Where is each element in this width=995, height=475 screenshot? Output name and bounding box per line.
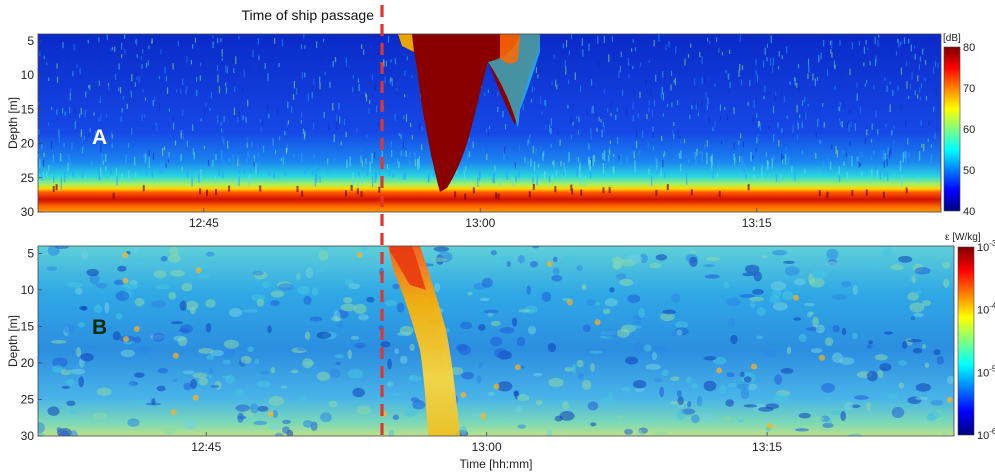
y-tick-label: 20	[21, 356, 35, 370]
x-axis-label: Time [hh:mm]	[460, 457, 533, 471]
panel-a-label: A	[92, 126, 107, 149]
y-tick-label: 25	[21, 392, 35, 406]
y-tick-label: 10	[21, 68, 35, 82]
y-tick-label: 5	[27, 246, 34, 260]
colorbar-tick-label: 60	[963, 124, 975, 136]
x-tick-label: 12:45	[191, 440, 221, 454]
colorbar-tick-exponent: -3	[989, 239, 995, 248]
panel-b-label: B	[92, 316, 107, 339]
y-tick-label: 30	[21, 205, 35, 219]
colorbar-tick-label: 10-3	[977, 239, 995, 254]
x-tick-label: 12:45	[189, 216, 219, 230]
panel-b-ylabel: Depth [m]	[6, 315, 20, 367]
y-tick-label: 20	[21, 137, 35, 151]
panel-a-ylabel: Depth [m]	[6, 97, 20, 149]
ship-passage-annotation: Time of ship passage	[241, 7, 374, 23]
panel-b-heatmap	[38, 246, 954, 436]
y-tick-label: 15	[21, 319, 35, 333]
y-tick-label: 10	[21, 283, 35, 297]
panel-a-colorbar	[943, 46, 961, 212]
y-tick-label: 5	[27, 34, 34, 48]
turbulent-wake	[388, 246, 460, 436]
x-tick-label: 13:00	[465, 216, 495, 230]
y-tick-label: 15	[21, 102, 35, 116]
colorbar-tick-label: 70	[963, 83, 975, 95]
colorbar-tick-label: 10-4	[977, 302, 995, 317]
panel-b-colorbar-unit: ε [W/kg]	[945, 232, 981, 243]
colorbar-tick-label: 40	[963, 206, 975, 218]
y-tick-label: 25	[21, 171, 35, 185]
colorbar-tick-exponent: -5	[989, 364, 995, 373]
panel-b-colorbar	[957, 246, 975, 436]
panel-a-heatmap	[38, 34, 941, 212]
colorbar-tick-label: 80	[963, 42, 975, 54]
x-tick-label: 13:15	[752, 440, 782, 454]
x-tick-label: 13:15	[742, 216, 772, 230]
colorbar-tick-label: 10-6	[977, 427, 995, 442]
y-tick-label: 30	[21, 429, 35, 443]
colorbar-tick-label: 50	[963, 165, 975, 177]
colorbar-tick-exponent: -4	[989, 302, 995, 311]
colorbar-tick-label: 10-5	[977, 364, 995, 379]
x-tick-label: 13:00	[472, 440, 502, 454]
colorbar-tick-exponent: -6	[989, 427, 995, 436]
panel-a-colorbar-unit: [dB]	[943, 33, 961, 44]
